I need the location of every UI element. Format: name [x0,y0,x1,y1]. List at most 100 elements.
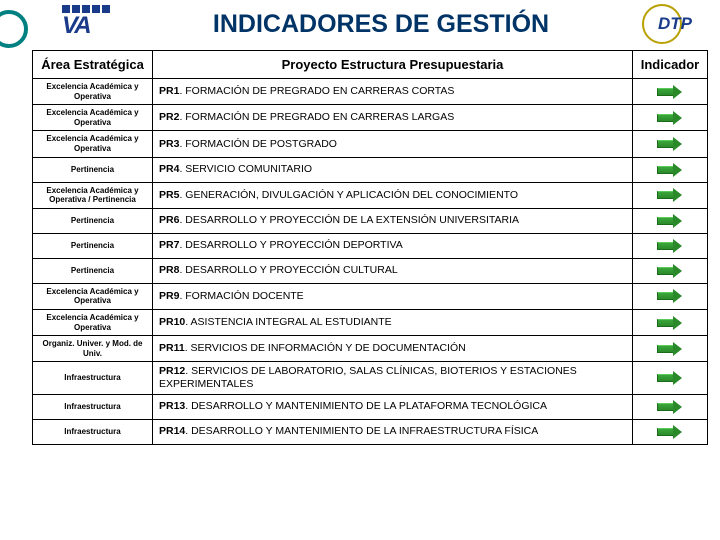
arrow-right-icon[interactable] [657,371,683,384]
table-row: Excelencia Académica y OperativaPR10. AS… [33,309,708,335]
page-title: INDICADORES DE GESTIÓN [136,10,626,39]
project-desc: . DESARROLLO Y MANTENIMIENTO DE LA PLATA… [185,400,547,412]
project-cell: PR13. DESARROLLO Y MANTENIMIENTO DE LA P… [153,394,633,419]
project-code: PR11 [159,342,185,354]
project-code: PR9 [159,290,179,302]
area-cell: Pertinencia [33,157,153,182]
project-cell: PR10. ASISTENCIA INTEGRAL AL ESTUDIANTE [153,309,633,335]
area-cell: Excelencia Académica y Operativa [33,105,153,131]
table-row: PertinenciaPR6. DESARROLLO Y PROYECCIÓN … [33,208,708,233]
project-cell: PR3. FORMACIÓN DE POSTGRADO [153,131,633,157]
project-code: PR12 [159,365,185,377]
indicator-cell [633,182,708,208]
area-cell: Excelencia Académica y Operativa [33,283,153,309]
table-header-row: Área Estratégica Proyecto Estructura Pre… [33,51,708,79]
project-code: PR3 [159,138,179,150]
project-code: PR5 [159,189,179,201]
project-desc: . DESARROLLO Y PROYECCIÓN DEPORTIVA [179,239,402,251]
logo-dtp: DTP [642,4,708,44]
indicators-table: Área Estratégica Proyecto Estructura Pre… [32,50,708,445]
project-cell: PR2. FORMACIÓN DE PREGRADO EN CARRERAS L… [153,105,633,131]
area-cell: Excelencia Académica y Operativa [33,309,153,335]
indicator-cell [633,394,708,419]
project-cell: PR11. SERVICIOS DE INFORMACIÓN Y DE DOCU… [153,336,633,362]
project-code: PR14 [159,425,185,437]
project-cell: PR7. DESARROLLO Y PROYECCIÓN DEPORTIVA [153,233,633,258]
project-desc: . DESARROLLO Y MANTENIMIENTO DE LA INFRA… [185,425,538,437]
project-cell: PR8. DESARROLLO Y PROYECCIÓN CULTURAL [153,258,633,283]
header: VA INDICADORES DE GESTIÓN DTP [32,4,708,44]
project-desc: . SERVICIOS DE INFORMACIÓN Y DE DOCUMENT… [185,342,466,354]
project-desc: . FORMACIÓN DE PREGRADO EN CARRERAS LARG… [179,111,454,123]
area-cell: Excelencia Académica y Operativa [33,131,153,157]
table-row: PertinenciaPR8. DESARROLLO Y PROYECCIÓN … [33,258,708,283]
project-code: PR4 [159,163,179,175]
slide-container: VA INDICADORES DE GESTIÓN DTP Área Estra… [0,0,720,540]
project-code: PR6 [159,214,179,226]
indicator-cell [633,258,708,283]
project-desc: . FORMACIÓN DE POSTGRADO [179,138,337,150]
arrow-right-icon[interactable] [657,342,683,355]
arrow-right-icon[interactable] [657,85,683,98]
area-cell: Excelencia Académica y Operativa / Perti… [33,182,153,208]
logo-va-text: VA [62,15,120,37]
indicator-cell [633,131,708,157]
indicator-cell [633,208,708,233]
arrow-right-icon[interactable] [657,214,683,227]
area-cell: Infraestructura [33,419,153,444]
logo-dtp-text: DTP [658,14,692,34]
area-cell: Excelencia Académica y Operativa [33,79,153,105]
table-row: PertinenciaPR7. DESARROLLO Y PROYECCIÓN … [33,233,708,258]
indicator-cell [633,336,708,362]
area-cell: Organiz. Univer. y Mod. de Univ. [33,336,153,362]
area-cell: Infraestructura [33,394,153,419]
table-row: InfraestructuraPR14. DESARROLLO Y MANTEN… [33,419,708,444]
accent-circle [0,10,28,48]
indicator-cell [633,419,708,444]
project-cell: PR14. DESARROLLO Y MANTENIMIENTO DE LA I… [153,419,633,444]
col-header-indicator: Indicador [633,51,708,79]
arrow-right-icon[interactable] [657,400,683,413]
project-cell: PR9. FORMACIÓN DOCENTE [153,283,633,309]
area-cell: Pertinencia [33,258,153,283]
indicator-cell [633,309,708,335]
arrow-right-icon[interactable] [657,189,683,202]
arrow-right-icon[interactable] [657,264,683,277]
indicator-cell [633,79,708,105]
project-code: PR1 [159,85,179,97]
table-row: InfraestructuraPR12. SERVICIOS DE LABORA… [33,362,708,394]
arrow-right-icon[interactable] [657,316,683,329]
col-header-project: Proyecto Estructura Presupuestaria [153,51,633,79]
project-code: PR8 [159,264,179,276]
project-cell: PR1. FORMACIÓN DE PREGRADO EN CARRERAS C… [153,79,633,105]
project-desc: . SERVICIO COMUNITARIO [179,163,312,175]
project-cell: PR4. SERVICIO COMUNITARIO [153,157,633,182]
area-cell: Pertinencia [33,208,153,233]
arrow-right-icon[interactable] [657,111,683,124]
table-row: Excelencia Académica y Operativa / Perti… [33,182,708,208]
indicator-cell [633,283,708,309]
table-body: Excelencia Académica y OperativaPR1. FOR… [33,79,708,445]
logo-va: VA [62,5,120,43]
table-row: PertinenciaPR4. SERVICIO COMUNITARIO [33,157,708,182]
arrow-right-icon[interactable] [657,425,683,438]
project-desc: . DESARROLLO Y PROYECCIÓN CULTURAL [179,264,397,276]
col-header-area: Área Estratégica [33,51,153,79]
arrow-right-icon[interactable] [657,239,683,252]
indicator-cell [633,233,708,258]
project-desc: . ASISTENCIA INTEGRAL AL ESTUDIANTE [185,316,391,328]
arrow-right-icon[interactable] [657,163,683,176]
project-cell: PR6. DESARROLLO Y PROYECCIÓN DE LA EXTEN… [153,208,633,233]
project-desc: . DESARROLLO Y PROYECCIÓN DE LA EXTENSIÓ… [179,214,519,226]
indicator-cell [633,157,708,182]
table-row: Excelencia Académica y OperativaPR1. FOR… [33,79,708,105]
project-cell: PR12. SERVICIOS DE LABORATORIO, SALAS CL… [153,362,633,394]
arrow-right-icon[interactable] [657,137,683,150]
table-row: Excelencia Académica y OperativaPR2. FOR… [33,105,708,131]
project-desc: . GENERACIÓN, DIVULGACIÓN Y APLICACIÓN D… [179,189,518,201]
project-desc: . SERVICIOS DE LABORATORIO, SALAS CLÍNIC… [159,365,577,390]
indicator-cell [633,105,708,131]
arrow-right-icon[interactable] [657,290,683,303]
table-row: Excelencia Académica y OperativaPR9. FOR… [33,283,708,309]
project-code: PR2 [159,111,179,123]
